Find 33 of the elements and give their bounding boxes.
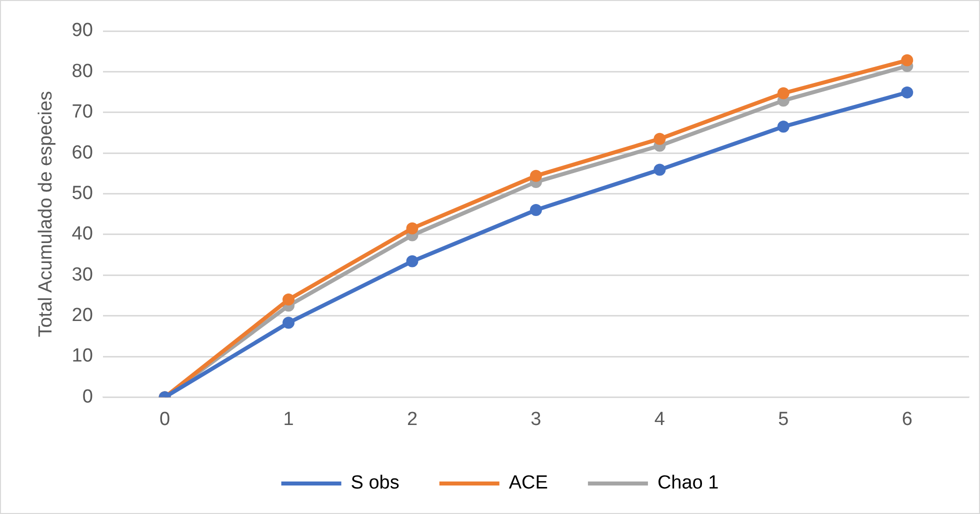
point xyxy=(406,255,418,268)
y-tick-label: 50 xyxy=(72,182,93,204)
y-tick-label: 90 xyxy=(72,20,93,42)
x-tick-label: 0 xyxy=(160,408,170,430)
x-tick-label: 5 xyxy=(778,408,789,430)
x-tick-label: 4 xyxy=(654,408,666,430)
x-tick-label: 1 xyxy=(283,408,294,430)
legend-label: ACE xyxy=(508,472,548,494)
x-tick-label: 2 xyxy=(406,408,418,430)
point xyxy=(406,222,418,234)
y-tick-label: 10 xyxy=(72,346,93,367)
x-tick-label: 3 xyxy=(530,408,542,430)
y-tick-label: 70 xyxy=(72,102,93,123)
point xyxy=(654,132,666,145)
point xyxy=(777,87,790,100)
y-tick-label: 80 xyxy=(72,60,93,82)
point xyxy=(282,316,295,329)
legend-label: S obs xyxy=(350,472,400,494)
legend-label: Chao 1 xyxy=(657,472,719,494)
point xyxy=(530,170,542,182)
y-tick-label: 20 xyxy=(72,305,93,326)
x-tick-label: 6 xyxy=(902,408,912,430)
y-tick-label: 40 xyxy=(72,224,93,245)
point xyxy=(530,204,542,216)
point xyxy=(282,294,295,306)
point xyxy=(901,54,914,66)
y-tick-label: 30 xyxy=(72,264,93,286)
y-tick-label: 60 xyxy=(72,142,93,164)
point xyxy=(654,164,666,176)
y-axis-title: Total Acumulado de especies xyxy=(36,91,57,338)
point xyxy=(901,86,914,98)
point xyxy=(777,120,790,133)
y-tick-label: 0 xyxy=(82,386,93,408)
